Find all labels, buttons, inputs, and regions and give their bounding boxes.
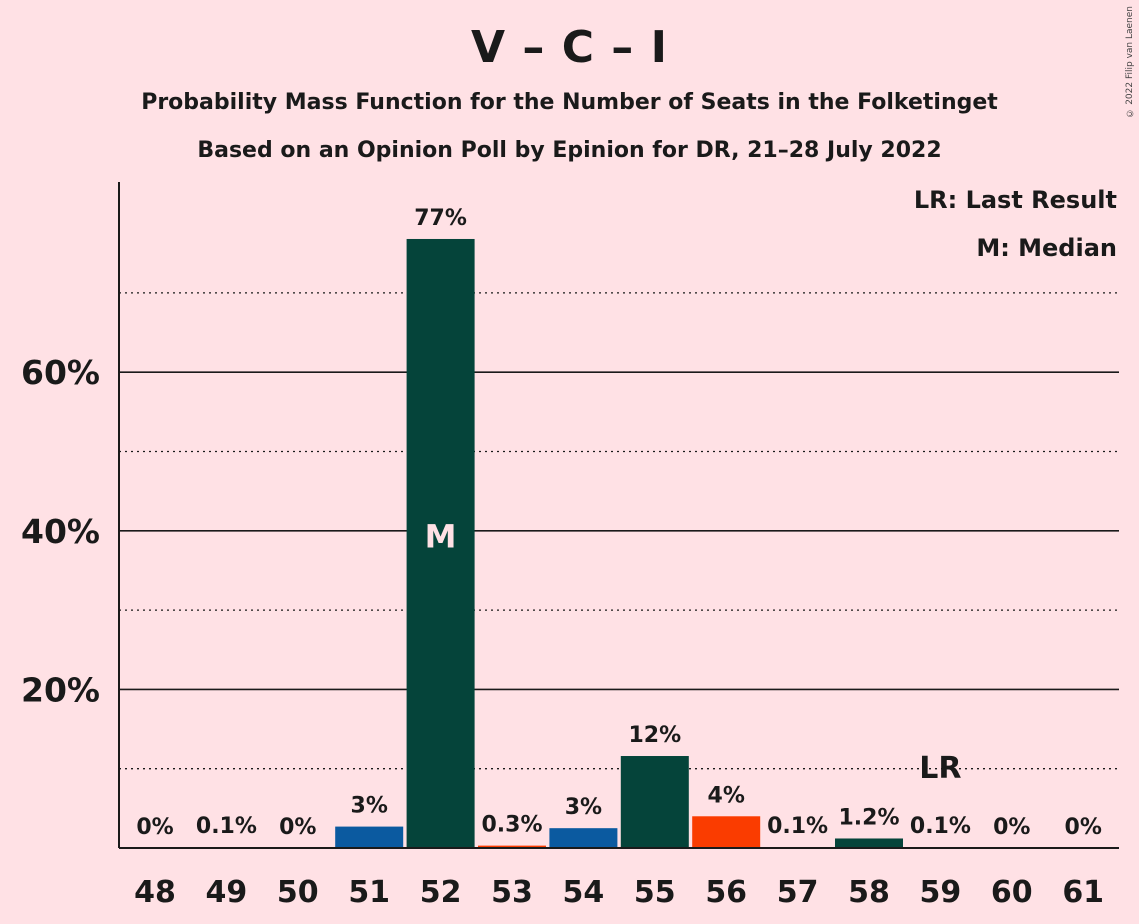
y-tick-label: 60% — [21, 353, 100, 392]
x-tick-label: 54 — [563, 875, 605, 910]
x-tick-label: 51 — [348, 875, 390, 910]
bars — [121, 238, 1118, 849]
y-tick-label: 40% — [21, 512, 100, 551]
y-tick-label: 20% — [21, 670, 100, 709]
chart-subtitle-source: Based on an Opinion Poll by Epinion for … — [197, 138, 942, 163]
data-label-51: 3% — [351, 794, 388, 819]
legend-last-result: LR: Last Result — [913, 186, 1117, 214]
x-tick-label: 58 — [848, 875, 890, 910]
data-label-55: 12% — [628, 723, 681, 748]
bar-52 — [406, 238, 475, 848]
bar-56 — [692, 816, 761, 848]
data-label-50: 0% — [279, 815, 316, 840]
x-tick-label: 50 — [277, 875, 319, 910]
last-result-marker: LR — [919, 751, 961, 786]
x-tick-label: 60 — [991, 875, 1033, 910]
chart-title: V – C – I — [471, 22, 668, 73]
legend-median: M: Median — [976, 234, 1117, 262]
data-label-52: 77% — [414, 206, 467, 231]
x-tick-label: 53 — [491, 875, 533, 910]
bar-55 — [620, 756, 689, 848]
data-label-48: 0% — [136, 815, 173, 840]
data-label-57: 0.1% — [767, 814, 828, 839]
data-label-61: 0% — [1065, 815, 1102, 840]
axes: 20% 40% 60% 48 49 50 51 52 53 54 55 56 57 58 59 60 61 — [21, 182, 1119, 910]
bar-54 — [549, 828, 618, 848]
data-label-56: 4% — [708, 783, 745, 808]
data-label-54: 3% — [565, 795, 602, 820]
median-marker: M — [425, 517, 457, 555]
x-tick-label: 57 — [777, 875, 819, 910]
data-labels: 0% 0.1% 0% 3% 77% 0.3% 3% 12% 4% 0.1% 1.2% 0.1% 0% 0%… — [136, 206, 1102, 840]
gridlines — [119, 292, 1119, 770]
x-tick-label: 59 — [920, 875, 962, 910]
data-label-49: 0.1% — [196, 814, 257, 839]
x-tick-label: 56 — [705, 875, 747, 910]
bar-53 — [478, 845, 546, 848]
data-label-58: 1.2% — [838, 805, 899, 830]
x-tick-label: 49 — [206, 875, 248, 910]
x-tick-label: 52 — [420, 875, 462, 910]
bar-51 — [335, 826, 404, 848]
x-tick-label: 61 — [1062, 875, 1104, 910]
data-label-60: 0% — [993, 815, 1030, 840]
chart-subtitle: Probability Mass Function for the Number… — [141, 90, 998, 115]
data-label-53: 0.3% — [481, 813, 542, 838]
bar-58 — [835, 838, 903, 848]
x-tick-label: 48 — [134, 875, 176, 910]
data-label-59: 0.1% — [910, 814, 971, 839]
x-tick-label: 55 — [634, 875, 676, 910]
